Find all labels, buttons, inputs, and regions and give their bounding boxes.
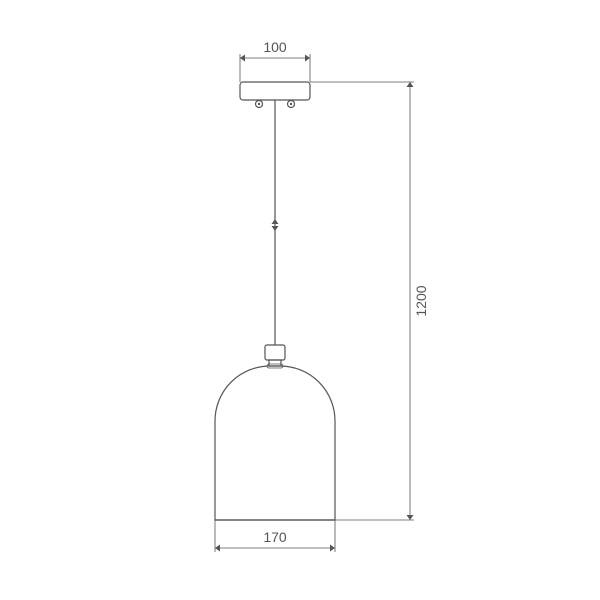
lamp-shade xyxy=(215,366,335,520)
canopy-screw-dot xyxy=(258,103,260,105)
lamp-socket xyxy=(265,345,285,360)
dim-label-right: 1200 xyxy=(413,285,429,316)
canopy-body xyxy=(240,82,310,100)
dim-label-bottom: 170 xyxy=(263,529,287,545)
lamp-collar xyxy=(269,360,281,366)
canopy-screw-dot xyxy=(290,103,292,105)
dim-label-top: 100 xyxy=(263,39,287,55)
